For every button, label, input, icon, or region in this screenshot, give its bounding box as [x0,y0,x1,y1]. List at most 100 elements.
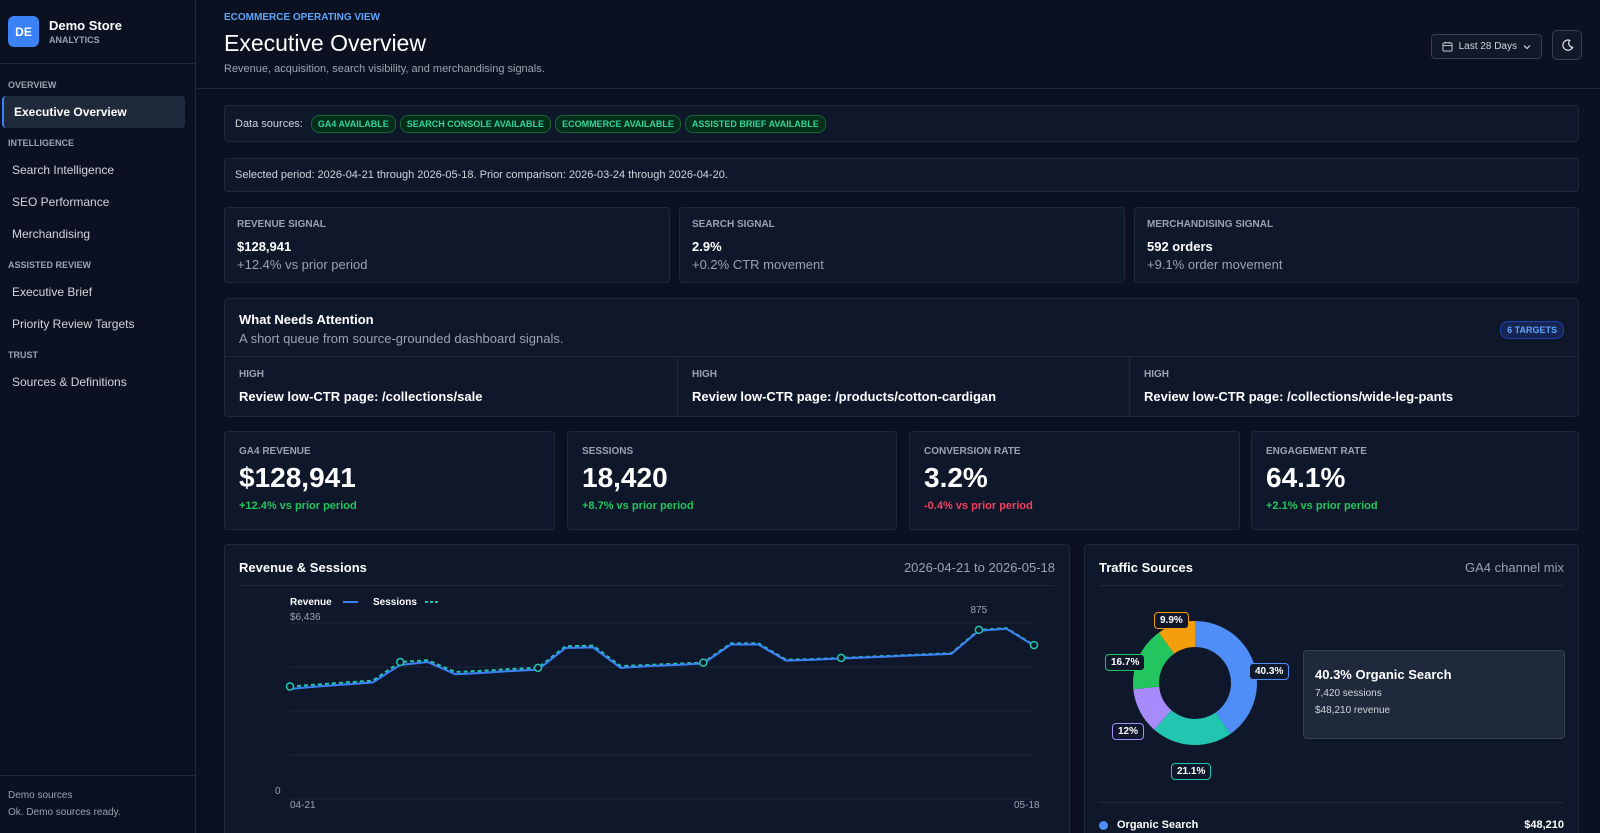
kpi-value: 64.1% [1266,462,1346,493]
series-line-revenue [289,627,1035,690]
sidebar: DE Demo Store ANALYTICS OVERVIEW Executi… [0,0,196,833]
brand[interactable]: DE Demo Store ANALYTICS [0,0,195,64]
signal-label: REVENUE SIGNAL [237,219,326,230]
calendar-icon [1442,41,1453,52]
brand-subtitle: ANALYTICS [49,35,100,45]
nav-section-trust: TRUST [8,350,38,360]
signal-value: 2.9% [692,239,722,254]
signal-label: SEARCH SIGNAL [692,219,775,230]
donut-slice [1133,632,1175,690]
source-chip-ecommerce: ECOMMERCE AVAILABLE [555,114,681,133]
source-chip-assisted-brief: ASSISTED BRIEF AVAILABLE [684,114,826,133]
kpi-value: $128,941 [239,462,356,493]
traffic-tooltip: 40.3% Organic Search 7,420 sessions $48,… [1303,650,1565,739]
x-end-label: 05-18 [1014,800,1040,811]
attention-panel: What Needs Attention A short queue from … [224,298,1579,417]
page-subtitle: Revenue, acquisition, search visibility,… [224,63,545,75]
targets-badge: 6 TARGETS [1500,321,1564,339]
sidebar-item-search-intelligence[interactable]: Search Intelligence [12,163,115,177]
kpi-card-conversion: CONVERSION RATE 3.2% -0.4% vs prior peri… [909,431,1240,530]
sidebar-item-seo-performance[interactable]: SEO Performance [12,195,110,209]
traffic-donut-chart[interactable] [1085,545,1580,833]
traffic-sources-card: Traffic Sources GA4 channel mix 9.9% 16.… [1084,544,1579,833]
donut-slice [1154,710,1231,745]
kpi-label: CONVERSION RATE [924,446,1021,457]
attention-item[interactable]: HIGH Review low-CTR page: /products/cott… [677,357,1129,417]
traffic-title: Traffic Sources [1099,560,1193,575]
traffic-row-organic[interactable]: Organic Search $48,210 [1099,815,1564,833]
sidebar-footer: Demo sources Ok. Demo sources ready. [0,775,196,833]
kpi-value: 3.2% [924,462,988,493]
sidebar-item-sources-definitions[interactable]: Sources & Definitions [12,375,127,389]
date-range-button[interactable]: Last 28 Days [1430,34,1542,59]
priority-label: HIGH [692,369,717,380]
moon-icon [1561,38,1574,51]
legend-dot [1099,820,1108,830]
chart-title: Revenue & Sessions [239,560,367,575]
y-zero-label: 0 [275,786,281,797]
kpi-label: GA4 REVENUE [239,446,311,457]
source-chip-search-console: SEARCH CONSOLE AVAILABLE [399,114,552,133]
donut-slice [1195,621,1257,734]
traffic-subtitle: GA4 channel mix [1465,560,1564,575]
main-content: ECOMMERCE OPERATING VIEW Executive Overv… [197,0,1600,833]
attention-item-text: Review low-CTR page: /products/cotton-ca… [692,389,997,404]
sidebar-item-executive-brief[interactable]: Executive Brief [12,285,93,299]
slice-callout-16-7: 16.7% [1105,654,1146,671]
tooltip-revenue: $48,210 revenue [1315,705,1391,716]
signal-value: 592 orders [1147,239,1213,254]
peak-label: 875 [971,605,988,616]
revenue-sessions-line-chart[interactable]: $6,436 Revenue Sessions 0 875 04-21 05-18 [225,545,1071,833]
kpi-delta: -0.4% vs prior period [924,500,1033,512]
donut-slice [1133,686,1172,730]
slice-callout-40-3: 40.3% [1249,663,1290,680]
data-point [533,663,543,673]
tooltip-title: 40.3% Organic Search [1315,667,1452,682]
brand-logo: DE [8,16,39,47]
footer-sources-label: Demo sources [8,790,73,801]
source-chip-ga4: GA4 AVAILABLE [310,114,396,133]
traffic-row-value: $48,210 [1524,819,1564,831]
data-point [836,653,846,663]
sidebar-item-merchandising[interactable]: Merchandising [12,227,91,241]
data-sources-bar: Data sources: GA4 AVAILABLE SEARCH CONSO… [224,105,1579,142]
x-start-label: 04-21 [290,800,316,811]
kpi-value: 18,420 [582,462,668,493]
kpi-label: ENGAGEMENT RATE [1266,446,1367,457]
kpi-card-engagement: ENGAGEMENT RATE 64.1% +2.1% vs prior per… [1251,431,1579,530]
y-max-label: $6,436 [290,612,321,623]
data-point [974,625,984,635]
sidebar-nav: OVERVIEW Executive Overview INTELLIGENCE… [0,64,195,404]
chart-range: 2026-04-21 to 2026-05-18 [903,560,1055,575]
page-eyebrow: ECOMMERCE OPERATING VIEW [224,12,380,23]
donut-slice [1158,621,1195,654]
priority-label: HIGH [1144,369,1169,380]
attention-item-text: Review low-CTR page: /collections/wide-l… [1144,389,1454,404]
attention-item[interactable]: HIGH Review low-CTR page: /collections/s… [225,357,677,417]
series-line-sessions [289,627,1035,688]
kpi-card-sessions: SESSIONS 18,420 +8.7% vs prior period [567,431,897,530]
attention-title: What Needs Attention [239,312,374,327]
slice-callout-9-9: 9.9% [1154,612,1189,629]
theme-toggle-button[interactable] [1552,30,1582,60]
kpi-label: SESSIONS [582,446,634,457]
date-range-label: Last 28 Days [1458,41,1517,52]
data-point [395,657,405,667]
sidebar-item-priority-targets[interactable]: Priority Review Targets [12,317,135,331]
legend-revenue: Revenue [290,597,332,608]
signal-card-merchandising: MERCHANDISING SIGNAL 592 orders +9.1% or… [1134,207,1579,283]
selected-period-text: Selected period: 2026-04-21 through 2026… [235,169,728,181]
data-point [699,658,708,667]
slice-callout-21-1: 21.1% [1171,763,1212,780]
legend-sessions: Sessions [373,597,417,608]
traffic-row-name: Organic Search [1117,819,1199,831]
sidebar-item-executive-overview[interactable]: Executive Overview [2,96,185,128]
signal-delta: +12.4% vs prior period [237,257,368,272]
attention-item[interactable]: HIGH Review low-CTR page: /collections/w… [1129,357,1580,417]
selected-period-bar: Selected period: 2026-04-21 through 2026… [224,158,1579,192]
signal-delta: +0.2% CTR movement [692,257,824,272]
priority-label: HIGH [239,369,264,380]
kpi-card-revenue: GA4 REVENUE $128,941 +12.4% vs prior per… [224,431,555,530]
data-point [285,682,295,691]
signal-label: MERCHANDISING SIGNAL [1147,219,1274,230]
